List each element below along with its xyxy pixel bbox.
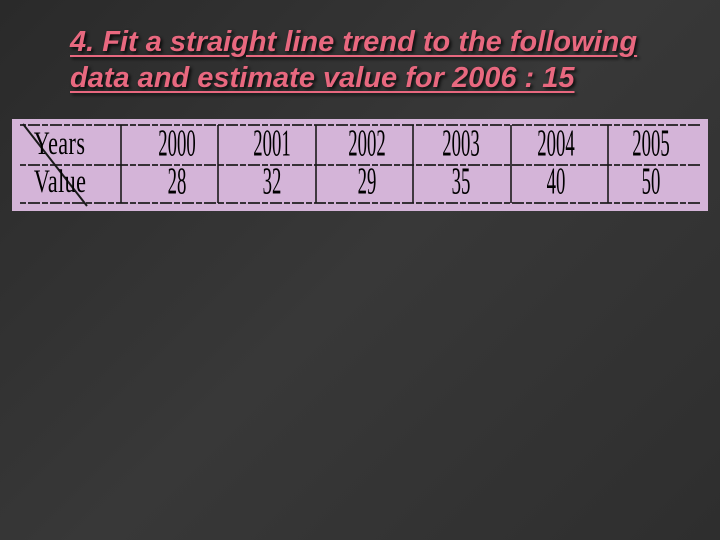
cell: 2005 — [603, 125, 698, 163]
table-row: Years 2000 2001 2002 2003 2004 2005 — [22, 125, 698, 163]
cell: 35 — [414, 163, 509, 201]
table-vline — [315, 125, 317, 203]
cell: 28 — [130, 163, 225, 201]
question-heading: 4. Fit a straight line trend to the foll… — [0, 0, 720, 109]
row-label-value: Value — [22, 158, 114, 206]
cell: 50 — [603, 163, 698, 201]
data-table-container: Years 2000 2001 2002 2003 2004 2005 Valu… — [12, 119, 708, 211]
cell: 32 — [225, 163, 320, 201]
cell: 2002 — [319, 125, 414, 163]
table-vline — [510, 125, 512, 203]
table-vline — [607, 125, 609, 203]
cell: 29 — [319, 163, 414, 201]
cell: 2001 — [225, 125, 320, 163]
table-vline — [217, 125, 219, 203]
cell: 2000 — [130, 125, 225, 163]
data-table: Years 2000 2001 2002 2003 2004 2005 Valu… — [22, 125, 698, 201]
table-row: Value 28 32 29 35 40 50 — [22, 163, 698, 201]
cell: 2004 — [509, 125, 604, 163]
cell: 2003 — [414, 125, 509, 163]
table-vline — [412, 125, 414, 203]
table-vline — [120, 125, 122, 203]
cell: 40 — [509, 163, 604, 201]
